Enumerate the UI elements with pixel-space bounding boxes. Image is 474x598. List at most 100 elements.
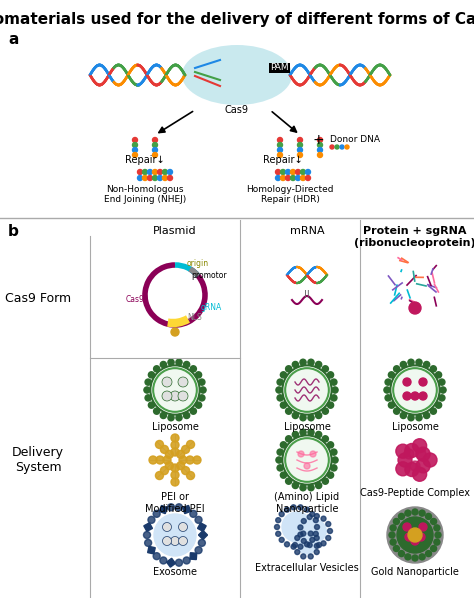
Circle shape: [279, 538, 284, 542]
Circle shape: [300, 359, 306, 365]
Circle shape: [190, 366, 196, 372]
Circle shape: [276, 532, 281, 536]
Circle shape: [177, 462, 185, 469]
Circle shape: [198, 539, 205, 547]
Circle shape: [301, 169, 306, 175]
Circle shape: [393, 408, 400, 414]
Text: Homology-Directed
Repair (HDR): Homology-Directed Repair (HDR): [246, 185, 334, 205]
Circle shape: [413, 439, 427, 453]
Circle shape: [417, 533, 425, 541]
Circle shape: [412, 509, 418, 515]
Circle shape: [419, 510, 425, 516]
Circle shape: [439, 395, 445, 401]
Text: mRNA: mRNA: [290, 226, 324, 236]
Circle shape: [167, 504, 174, 511]
Text: promotor: promotor: [191, 270, 227, 279]
Circle shape: [321, 516, 326, 521]
Circle shape: [399, 514, 404, 520]
Circle shape: [285, 366, 292, 372]
Circle shape: [308, 359, 314, 365]
Circle shape: [300, 429, 306, 435]
Circle shape: [156, 456, 164, 464]
Circle shape: [416, 359, 422, 365]
Text: II: II: [304, 290, 310, 300]
Circle shape: [160, 557, 167, 564]
Circle shape: [393, 366, 400, 372]
Circle shape: [316, 413, 322, 419]
Circle shape: [399, 551, 404, 557]
Circle shape: [322, 478, 328, 484]
Circle shape: [439, 379, 445, 385]
Circle shape: [171, 471, 179, 479]
Circle shape: [389, 532, 395, 538]
Circle shape: [436, 402, 442, 408]
Circle shape: [436, 372, 442, 378]
Circle shape: [403, 392, 411, 400]
Circle shape: [300, 414, 306, 421]
Circle shape: [308, 429, 314, 435]
Circle shape: [295, 535, 300, 541]
Circle shape: [153, 175, 157, 181]
Circle shape: [416, 449, 426, 459]
Circle shape: [306, 169, 310, 175]
Circle shape: [178, 377, 188, 387]
Circle shape: [307, 514, 312, 520]
Circle shape: [175, 504, 182, 511]
Circle shape: [199, 379, 205, 385]
Circle shape: [426, 514, 431, 520]
Text: Exosome: Exosome: [153, 567, 197, 577]
Circle shape: [332, 457, 338, 463]
Circle shape: [291, 175, 295, 181]
Circle shape: [193, 456, 201, 464]
Circle shape: [404, 449, 414, 459]
Circle shape: [307, 542, 312, 548]
Circle shape: [430, 408, 437, 414]
Circle shape: [137, 169, 143, 175]
Circle shape: [195, 516, 202, 523]
Circle shape: [424, 413, 430, 419]
Text: Liposome: Liposome: [283, 422, 330, 432]
Circle shape: [182, 446, 190, 453]
Circle shape: [390, 525, 396, 531]
Circle shape: [277, 395, 283, 401]
Circle shape: [316, 483, 322, 489]
Circle shape: [153, 142, 157, 148]
Circle shape: [171, 448, 179, 456]
Circle shape: [310, 512, 315, 517]
Circle shape: [430, 366, 437, 372]
Circle shape: [171, 464, 179, 472]
Circle shape: [157, 175, 163, 181]
Circle shape: [145, 395, 151, 401]
Circle shape: [419, 523, 427, 531]
Circle shape: [160, 361, 166, 368]
Circle shape: [295, 169, 301, 175]
Circle shape: [171, 478, 179, 486]
Circle shape: [298, 536, 316, 554]
Circle shape: [301, 538, 306, 544]
Circle shape: [298, 525, 303, 530]
Circle shape: [396, 444, 410, 458]
Circle shape: [163, 175, 167, 181]
Circle shape: [345, 145, 349, 149]
Circle shape: [384, 387, 390, 393]
Circle shape: [394, 369, 436, 411]
Circle shape: [409, 302, 421, 314]
Circle shape: [318, 152, 322, 157]
Circle shape: [277, 148, 283, 152]
Circle shape: [162, 391, 172, 401]
Circle shape: [308, 414, 314, 421]
Circle shape: [277, 142, 283, 148]
Circle shape: [435, 532, 441, 538]
Text: Cas9: Cas9: [225, 105, 249, 115]
Circle shape: [314, 535, 319, 541]
Circle shape: [195, 402, 201, 408]
Circle shape: [167, 169, 173, 175]
Circle shape: [154, 514, 196, 556]
Circle shape: [149, 456, 157, 464]
Circle shape: [423, 453, 437, 467]
Circle shape: [284, 507, 290, 512]
Circle shape: [292, 483, 299, 489]
Circle shape: [328, 442, 334, 448]
Circle shape: [308, 531, 313, 536]
Circle shape: [275, 175, 281, 181]
